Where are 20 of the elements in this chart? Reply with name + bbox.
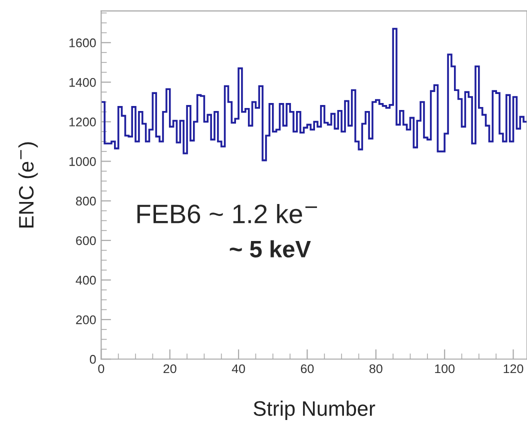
y-tick-label: 200 [76, 315, 96, 324]
y-tick-label: 600 [76, 236, 96, 246]
y-tick-label: 800 [76, 196, 96, 206]
y-tick-label: 0 [90, 354, 96, 364]
x-axis-title: Strip Number [254, 400, 376, 420]
x-tick-label: 100 [435, 364, 455, 374]
annotation: FEB6 ~ 1.2 ke$^{−}$ [137, 204, 317, 224]
y-tick-label: 400 [76, 276, 96, 285]
y-axis-title: ENC (e$^{−}$) [18, 142, 38, 228]
x-tick-label: 80 [369, 364, 382, 374]
x-tick-label: 40 [232, 364, 246, 374]
y-tick-label: 1200 [69, 118, 96, 126]
x-tick-label: 20 [164, 364, 176, 374]
y-tick-label: 1600 [69, 38, 96, 48]
y-tick-label: 1400 [69, 78, 96, 87]
x-tick-label: 60 [300, 364, 314, 374]
x-tick-label: 120 [504, 364, 524, 374]
annotation: ~ 5 keV [230, 240, 311, 258]
y-tick-label: 1000 [69, 157, 96, 166]
x-tick-label: 0 [98, 364, 104, 374]
